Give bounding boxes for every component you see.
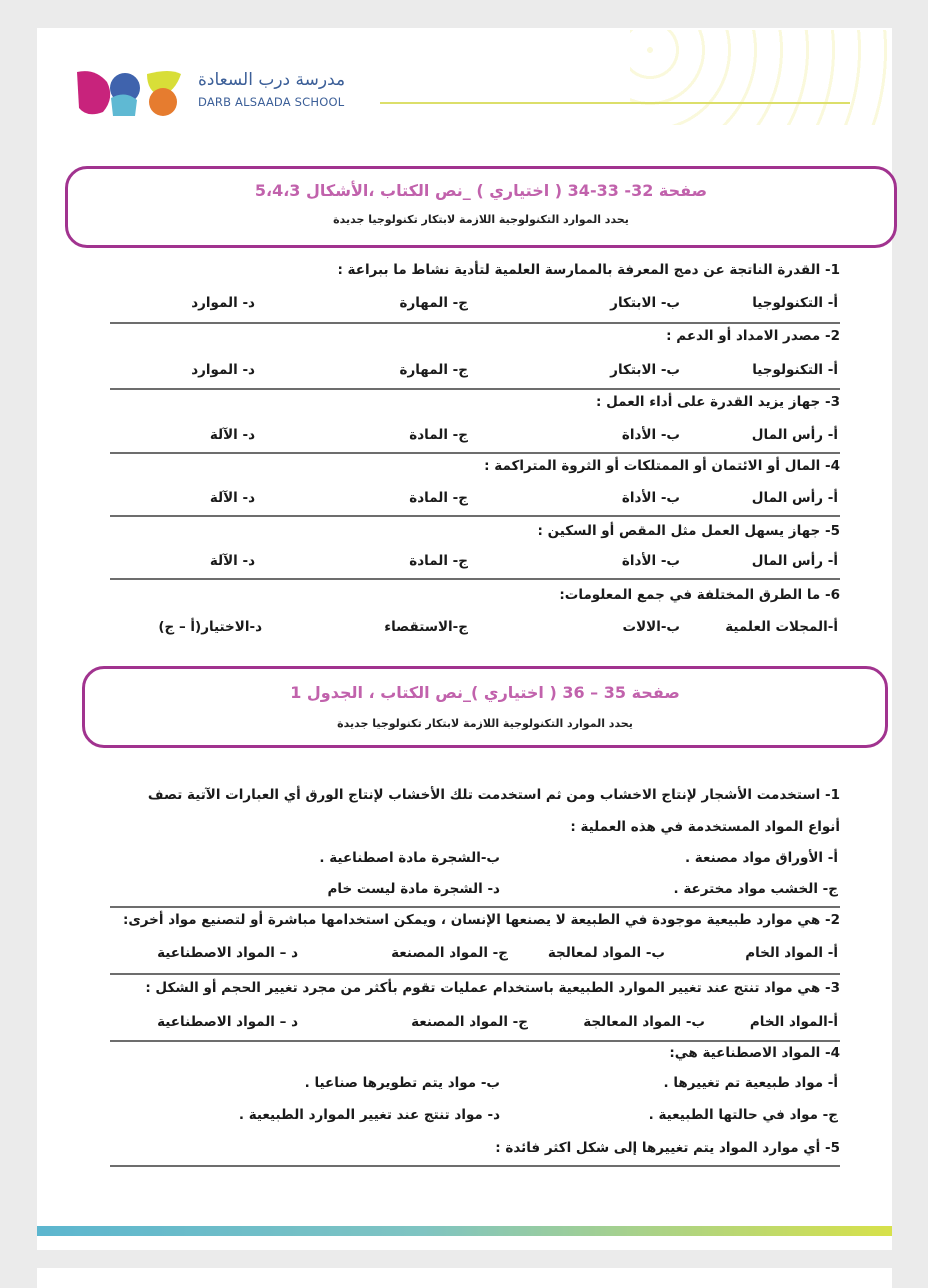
s2-q1-option-a[interactable]: أ- الأوراق مواد مصنعة . [684, 850, 838, 866]
section2-subtitle: يحدد الموارد التكنولوجية اللازمة لابتكار… [337, 717, 633, 730]
s1-q1-option-c[interactable]: ج- المهارة [399, 295, 468, 311]
divider [110, 1040, 840, 1042]
divider [110, 515, 840, 517]
s1-q6-option-c[interactable]: ج-الاستقصاء [384, 619, 468, 635]
s1-q3-option-b[interactable]: ب- الأداة [621, 427, 680, 443]
divider [110, 906, 840, 908]
s2-q2-option-d[interactable]: د – المواد الاصطناعية [157, 945, 298, 961]
s2-q2-option-a[interactable]: أ- المواد الخام [745, 945, 838, 961]
s2-q4-text: 4- المواد الاصطناعية هي: [669, 1045, 840, 1061]
decorative-pattern [630, 30, 892, 125]
s2-q1-line1: 1- استخدمت الأشجار لإنتاج الاخشاب ومن ثم… [147, 787, 840, 803]
s2-q5-text: 5- أي موارد المواد يتم تغييرها إلى شكل ا… [495, 1140, 840, 1156]
s1-q3-option-d[interactable]: د- الآلة [209, 427, 255, 443]
s1-q3-option-a[interactable]: أ- رأس المال [751, 427, 838, 443]
s1-q5-text: 5- جهاز يسهل العمل مثل المقص أو السكين : [537, 523, 840, 539]
s1-q1-option-a[interactable]: أ- التكنولوجيا [752, 295, 838, 311]
s2-q1-option-d[interactable]: د- الشجرة مادة ليست خام [327, 881, 501, 897]
next-page-edge [37, 1268, 892, 1288]
s2-q4-option-b[interactable]: ب- مواد يتم تطويرها صناعيا . [304, 1075, 500, 1091]
s1-q2-option-b[interactable]: ب- الابتكار [610, 362, 680, 378]
section1-header-box: صفحة 32- 33-34 ( اختياري ) _نص الكتاب ،ا… [65, 166, 897, 248]
s1-q1-text: 1- القدرة الناتجة عن دمج المعرفة بالممار… [337, 262, 840, 278]
s1-q2-option-c[interactable]: ج- المهارة [399, 362, 468, 378]
s1-q4-text: 4- المال أو الائتمان أو الممتلكات أو الث… [484, 458, 840, 474]
s1-q5-option-c[interactable]: ج- المادة [409, 553, 468, 569]
s1-q3-option-c[interactable]: ج- المادة [409, 427, 468, 443]
s1-q4-option-d[interactable]: د- الآلة [209, 490, 255, 506]
s2-q3-option-b[interactable]: ب- المواد المعالجة [583, 1014, 705, 1030]
divider [110, 322, 840, 324]
s2-q3-option-a[interactable]: أ-المواد الخام [749, 1014, 838, 1030]
s2-q4-option-c[interactable]: ج- مواد في حالتها الطبيعية . [648, 1107, 838, 1123]
school-logo [77, 71, 181, 116]
s2-q2-option-c[interactable]: ج- المواد المصنعة [391, 945, 508, 961]
divider [110, 452, 840, 454]
s1-q5-option-d[interactable]: د- الآلة [209, 553, 255, 569]
section1-title: صفحة 32- 33-34 ( اختياري ) _نص الكتاب ،ا… [254, 181, 708, 200]
s1-q4-option-c[interactable]: ج- المادة [409, 490, 468, 506]
school-name-english: DARB ALSAADA SCHOOL [198, 95, 345, 109]
divider [110, 1165, 840, 1167]
s1-q2-text: 2- مصدر الامداد أو الدعم : [666, 328, 840, 344]
school-name-arabic: مدرسة درب السعادة [198, 70, 346, 90]
s1-q5-option-a[interactable]: أ- رأس المال [751, 553, 838, 569]
divider [110, 388, 840, 390]
s2-q1-line2: أنواع المواد المستخدمة في هذه العملية : [570, 819, 840, 835]
footer-color-bar [37, 1226, 892, 1236]
section1-subtitle: يحدد الموارد التكنولوجية اللازمة لابتكار… [333, 213, 629, 226]
divider [110, 578, 840, 580]
s2-q2-text: 2- هي موارد طبيعية موجودة في الطبيعة لا … [122, 912, 840, 928]
s2-q3-text: 3- هي مواد تنتج عند تغيير الموارد الطبيع… [145, 980, 840, 996]
s1-q5-option-b[interactable]: ب- الأداة [621, 553, 680, 569]
s2-q4-option-d[interactable]: د- مواد تنتج عند تغيير الموارد الطبيعية … [238, 1107, 500, 1123]
s2-q3-option-d[interactable]: د – المواد الاصطناعية [157, 1014, 298, 1030]
s1-q6-option-b[interactable]: ب-الالات [622, 619, 680, 635]
s1-q2-option-a[interactable]: أ- التكنولوجيا [752, 362, 838, 378]
header-divider [380, 102, 850, 104]
s1-q6-option-a[interactable]: أ-المجلات العلمية [725, 619, 838, 635]
divider [110, 973, 840, 975]
s2-q3-option-c[interactable]: ج- المواد المصنعة [411, 1014, 528, 1030]
s2-q2-option-b[interactable]: ب- المواد لمعالجة [547, 945, 665, 961]
section2-title: صفحة 35 – 36 ( اختياري )_نص الكتاب ، الج… [290, 683, 680, 702]
section2-header-box: صفحة 35 – 36 ( اختياري )_نص الكتاب ، الج… [82, 666, 888, 748]
s1-q2-option-d[interactable]: د- الموارد [191, 362, 255, 378]
s1-q6-option-d[interactable]: د-الاختيار(أ – ج) [158, 619, 262, 635]
s1-q6-text: 6- ما الطرق المختلفة في جمع المعلومات: [559, 587, 840, 603]
s1-q1-option-d[interactable]: د- الموارد [191, 295, 255, 311]
s1-q1-option-b[interactable]: ب- الابتكار [610, 295, 680, 311]
s1-q3-text: 3- جهاز يزيد القدرة على أداء العمل : [596, 394, 840, 410]
s2-q1-option-c[interactable]: ج- الخشب مواد مخترعة . [673, 881, 839, 897]
s2-q4-option-a[interactable]: أ- مواد طبيعية تم تغييرها . [663, 1075, 839, 1091]
s1-q4-option-b[interactable]: ب- الأداة [621, 490, 680, 506]
s2-q1-option-b[interactable]: ب-الشجرة مادة اصطناعية . [319, 850, 500, 866]
s1-q4-option-a[interactable]: أ- رأس المال [751, 490, 838, 506]
